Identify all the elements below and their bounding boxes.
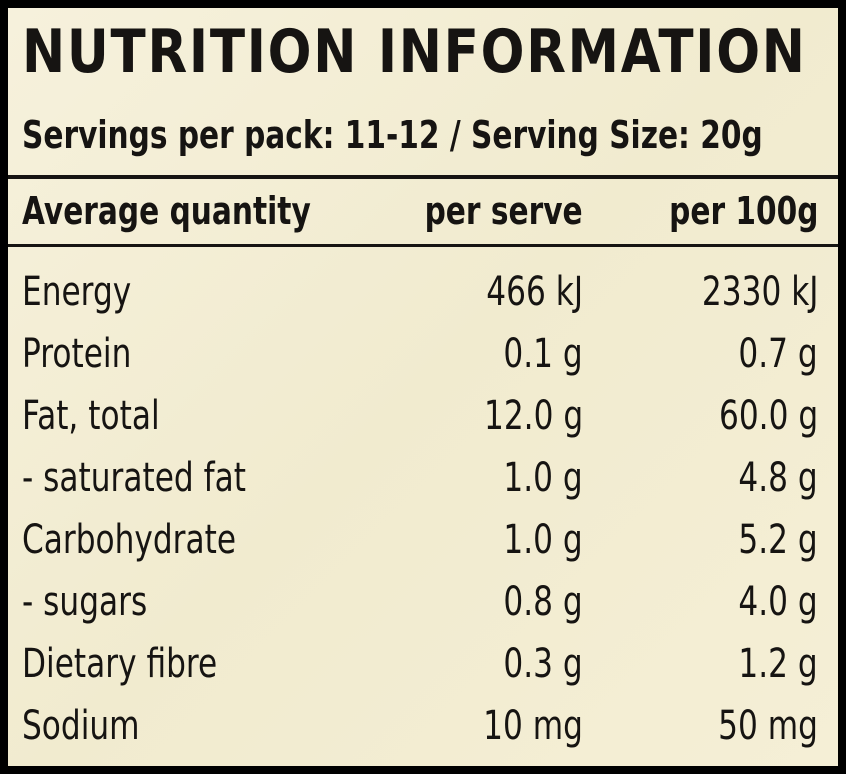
column-header: per 100g: [668, 189, 818, 233]
nutrient-name: Sodium: [22, 703, 140, 749]
nutrient-name: - sugars: [22, 579, 148, 625]
nutrient-name: Protein: [22, 331, 132, 377]
divider: [8, 244, 838, 247]
nutrient-name: Energy: [22, 269, 132, 315]
per-100g-value: 50 mg: [718, 703, 818, 749]
divider: [8, 175, 838, 179]
per-100g-value: 1.2 g: [738, 641, 818, 687]
per-100g-value: 0.7 g: [738, 331, 818, 377]
nutrient-name: - saturated fat: [22, 455, 246, 501]
nutrient-name: Carbohydrate: [22, 517, 237, 563]
per-serve-value: 0.8 g: [503, 579, 583, 625]
per-serve-value: 0.1 g: [503, 331, 583, 377]
title: NUTRITION INFORMATION: [22, 17, 807, 87]
per-serve-value: 0.3 g: [503, 641, 583, 687]
per-100g-value: 2330 kJ: [701, 269, 818, 315]
column-header: Average quantity: [22, 189, 311, 233]
per-100g-value: 4.0 g: [738, 579, 818, 625]
per-serve-value: 1.0 g: [503, 455, 583, 501]
per-100g-value: 60.0 g: [718, 393, 818, 439]
per-serve-value: 12.0 g: [483, 393, 583, 439]
per-serve-value: 10 mg: [483, 703, 583, 749]
column-header: per serve: [424, 189, 583, 233]
nutrient-name: Dietary fibre: [22, 641, 218, 687]
subtitle: Servings per pack: 11-12 / Serving Size:…: [22, 113, 763, 157]
per-100g-value: 5.2 g: [738, 517, 818, 563]
nutrition-panel: NUTRITION INFORMATION Servings per pack:…: [8, 8, 838, 766]
per-serve-value: 1.0 g: [503, 517, 583, 563]
per-serve-value: 466 kJ: [486, 269, 583, 315]
per-100g-value: 4.8 g: [738, 455, 818, 501]
nutrient-name: Fat, total: [22, 393, 160, 439]
